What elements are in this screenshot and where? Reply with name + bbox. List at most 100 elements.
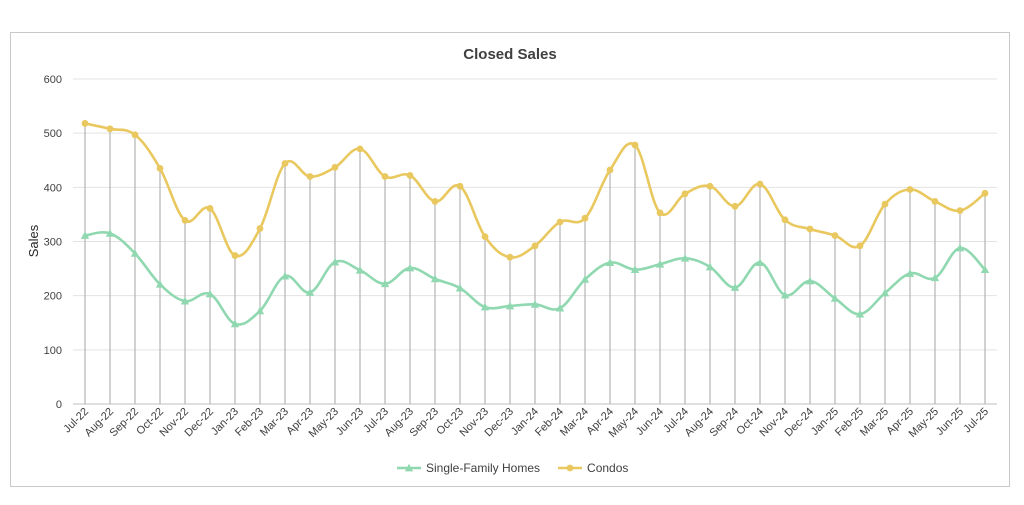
data-point bbox=[780, 290, 790, 299]
x-tick-label: Mar-24 bbox=[558, 406, 591, 439]
data-point bbox=[430, 274, 440, 283]
data-point bbox=[106, 125, 114, 133]
data-point bbox=[630, 265, 640, 274]
x-tick-label: Jun-24 bbox=[634, 406, 666, 438]
data-point bbox=[205, 289, 215, 298]
data-point bbox=[805, 276, 815, 285]
data-point bbox=[605, 258, 615, 266]
data-point bbox=[180, 296, 190, 305]
data-point bbox=[405, 263, 415, 272]
data-point bbox=[955, 243, 965, 252]
data-point bbox=[931, 198, 939, 205]
data-point bbox=[631, 141, 639, 149]
y-tick-label: 300 bbox=[44, 237, 62, 249]
data-point bbox=[581, 214, 589, 222]
data-point bbox=[356, 145, 364, 153]
data-point bbox=[680, 254, 690, 262]
data-point bbox=[905, 269, 915, 277]
series-single-family-homes bbox=[80, 229, 990, 328]
data-point bbox=[306, 173, 314, 180]
data-point bbox=[731, 202, 739, 210]
data-point bbox=[255, 306, 265, 315]
data-point bbox=[681, 190, 689, 198]
series-condos bbox=[81, 120, 989, 261]
data-point bbox=[156, 164, 164, 172]
data-point bbox=[555, 303, 565, 312]
data-point bbox=[281, 160, 289, 167]
data-point bbox=[131, 131, 139, 139]
gridlines bbox=[73, 78, 997, 405]
data-point bbox=[431, 198, 439, 205]
data-point bbox=[505, 301, 515, 310]
data-point bbox=[480, 302, 490, 311]
legend-item-condos: Condos bbox=[558, 461, 628, 475]
data-point bbox=[781, 216, 789, 224]
data-point bbox=[530, 300, 540, 308]
data-point bbox=[881, 200, 889, 208]
data-point bbox=[105, 229, 115, 237]
x-tick-label: Jun-23 bbox=[334, 406, 366, 438]
y-tick-label: 200 bbox=[44, 291, 62, 303]
data-point bbox=[705, 262, 715, 271]
legend-label: Condos bbox=[587, 461, 628, 475]
data-point bbox=[580, 275, 590, 283]
data-point bbox=[181, 216, 189, 224]
data-point bbox=[280, 271, 290, 280]
drop-lines bbox=[84, 123, 986, 404]
data-point bbox=[355, 266, 365, 274]
data-point bbox=[305, 288, 315, 296]
x-tick-label: Mar-23 bbox=[258, 406, 291, 439]
data-point bbox=[231, 252, 239, 259]
data-point bbox=[556, 218, 564, 226]
x-tick-label: Jun-25 bbox=[934, 406, 966, 438]
data-point bbox=[406, 172, 414, 179]
data-point bbox=[155, 280, 165, 288]
data-point bbox=[606, 166, 614, 174]
data-point bbox=[455, 283, 465, 292]
y-axis-label: Sales bbox=[26, 224, 41, 257]
data-point bbox=[956, 207, 964, 215]
legend-label: Single-Family Homes bbox=[426, 461, 540, 475]
x-tick-label: Mar-25 bbox=[858, 406, 891, 439]
data-point bbox=[806, 225, 814, 233]
data-point bbox=[656, 209, 664, 217]
data-point bbox=[755, 258, 765, 266]
data-point bbox=[880, 288, 890, 297]
data-point bbox=[756, 180, 764, 188]
data-point bbox=[380, 279, 390, 288]
legend-swatch-marker bbox=[566, 464, 574, 472]
y-tick-label: 0 bbox=[56, 399, 62, 411]
y-tick-label: 500 bbox=[44, 128, 62, 140]
series-layer bbox=[80, 120, 990, 328]
y-tick-label: 400 bbox=[44, 182, 62, 194]
data-point bbox=[206, 205, 214, 212]
data-point bbox=[80, 231, 90, 239]
legend: Single-Family Homes Condos bbox=[397, 461, 628, 475]
data-point bbox=[230, 319, 240, 328]
data-point bbox=[256, 225, 264, 232]
data-point bbox=[481, 233, 489, 241]
data-point bbox=[456, 182, 464, 190]
data-point bbox=[831, 232, 839, 239]
data-point bbox=[331, 163, 339, 171]
y-tick-label: 600 bbox=[44, 74, 62, 86]
data-point bbox=[980, 265, 990, 274]
data-point bbox=[906, 186, 914, 193]
y-axis-ticks: 0 100 200 300 400 500 600 bbox=[44, 74, 62, 411]
x-tick-label: Jul-25 bbox=[961, 406, 991, 436]
x-axis-ticks: Jul-22Aug-22Sep-22Oct-22Nov-22Dec-22Jan-… bbox=[61, 406, 991, 440]
data-point bbox=[330, 257, 340, 266]
y-tick-label: 100 bbox=[44, 345, 62, 357]
data-point bbox=[130, 249, 140, 257]
data-point bbox=[81, 120, 89, 127]
data-point bbox=[730, 283, 740, 291]
series-line bbox=[84, 122, 986, 259]
data-point bbox=[506, 253, 514, 261]
data-point bbox=[381, 173, 389, 180]
data-point bbox=[981, 189, 989, 197]
data-point bbox=[856, 242, 864, 250]
data-point bbox=[655, 260, 665, 268]
data-point bbox=[855, 309, 865, 318]
data-point bbox=[830, 294, 840, 302]
